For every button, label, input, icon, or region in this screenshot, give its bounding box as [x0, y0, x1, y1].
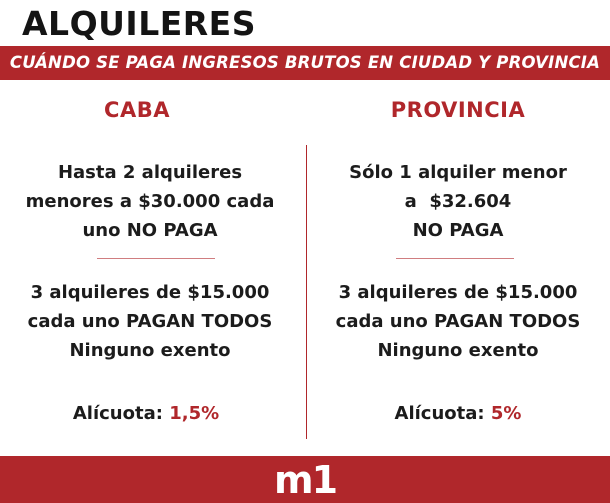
caba-exemption-line: uno NO PAGA	[82, 220, 218, 241]
provincia-exemption-line: Sólo 1 alquiler menor	[349, 162, 567, 183]
caba-separator	[97, 258, 215, 259]
m1-logo: m1	[273, 457, 338, 502]
provincia-payment-line: Ninguno exento	[377, 340, 539, 361]
provincia-payment-line: 3 alquileres de $15.000	[338, 282, 578, 303]
caba-rate-value: 1,5%	[169, 403, 220, 424]
caba-rate: Alícuota: 1,5%	[0, 403, 304, 424]
provincia-rate: Alícuota: 5%	[306, 403, 610, 424]
caba-exemption-line: menores a $30.000 cada	[25, 191, 275, 212]
caba-payment-line: 3 alquileres de $15.000	[30, 282, 270, 303]
caba-exemption-line: Hasta 2 alquileres	[57, 162, 243, 183]
provincia-exemption-text: Sólo 1 alquiler menor a $32.604 NO PAGA	[306, 158, 610, 245]
caba-column: CABA Hasta 2 alquileres menores a $30.00…	[0, 80, 304, 456]
provincia-rate-label: Alícuota:	[394, 403, 485, 424]
provincia-payment-text: 3 alquileres de $15.000 cada uno PAGAN T…	[306, 278, 610, 365]
column-divider	[306, 145, 307, 439]
provincia-payment-line: cada uno PAGAN TODOS	[335, 311, 581, 332]
caba-heading: CABA	[104, 98, 170, 122]
caba-payment-text: 3 alquileres de $15.000 cada uno PAGAN T…	[0, 278, 304, 365]
caba-exemption-text: Hasta 2 alquileres menores a $30.000 cad…	[0, 158, 304, 245]
caba-payment-line: Ninguno exento	[69, 340, 231, 361]
provincia-heading: PROVINCIA	[390, 98, 526, 122]
provincia-separator	[396, 258, 514, 259]
provincia-exemption-line: NO PAGA	[412, 220, 504, 241]
provincia-column: PROVINCIA Sólo 1 alquiler menor a $32.60…	[306, 80, 610, 456]
footer-bar: m1	[0, 456, 610, 503]
provincia-exemption-line: a $32.604	[404, 191, 512, 212]
page-title: ALQUILERES	[22, 4, 256, 43]
caba-rate-label: Alícuota:	[72, 403, 163, 424]
caba-payment-line: cada uno PAGAN TODOS	[27, 311, 273, 332]
subtitle-banner: CUÁNDO SE PAGA INGRESOS BRUTOS EN CIUDAD…	[0, 46, 610, 80]
provincia-rate-value: 5%	[490, 403, 522, 424]
